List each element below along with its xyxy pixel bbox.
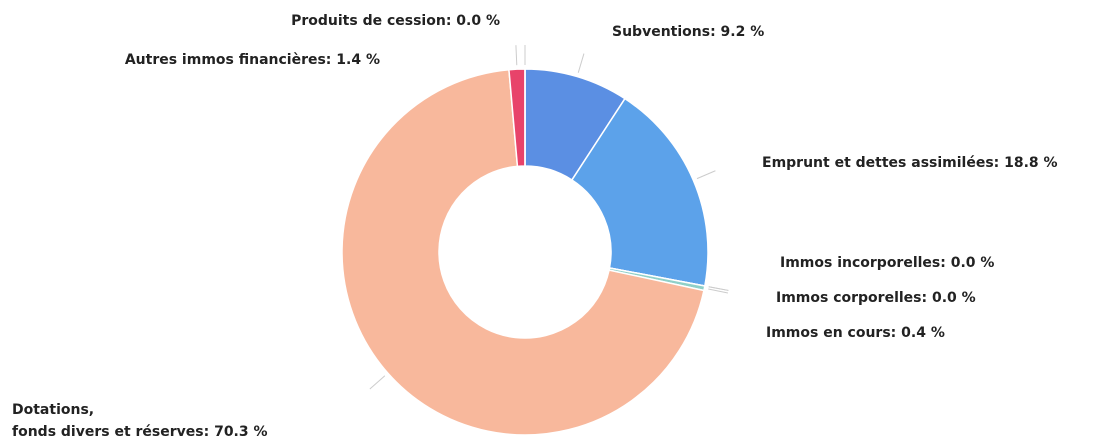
slice-label: Emprunt et dettes assimilées: 18.8 % <box>762 155 1058 171</box>
leader-line <box>369 375 386 390</box>
slice-label: Dotations, fonds divers et réserves: 70.3… <box>12 402 268 440</box>
leader-line <box>577 53 585 73</box>
leader-line <box>708 288 729 294</box>
slice-label: Produits de cession: 0.0 % <box>291 13 500 29</box>
slice-label: Autres immos financières: 1.4 % <box>125 52 380 68</box>
pie-slice <box>341 68 705 436</box>
slice-label: Immos incorporelles: 0.0 % <box>780 255 994 271</box>
pie-slice <box>570 97 709 287</box>
leader-line <box>708 286 729 291</box>
slice-label: Subventions: 9.2 % <box>612 24 764 40</box>
leader-line <box>515 45 518 66</box>
slice-label: Immos en cours: 0.4 % <box>766 325 945 341</box>
leader-line <box>696 170 716 180</box>
slice-label: Immos corporelles: 0.0 % <box>776 290 976 306</box>
